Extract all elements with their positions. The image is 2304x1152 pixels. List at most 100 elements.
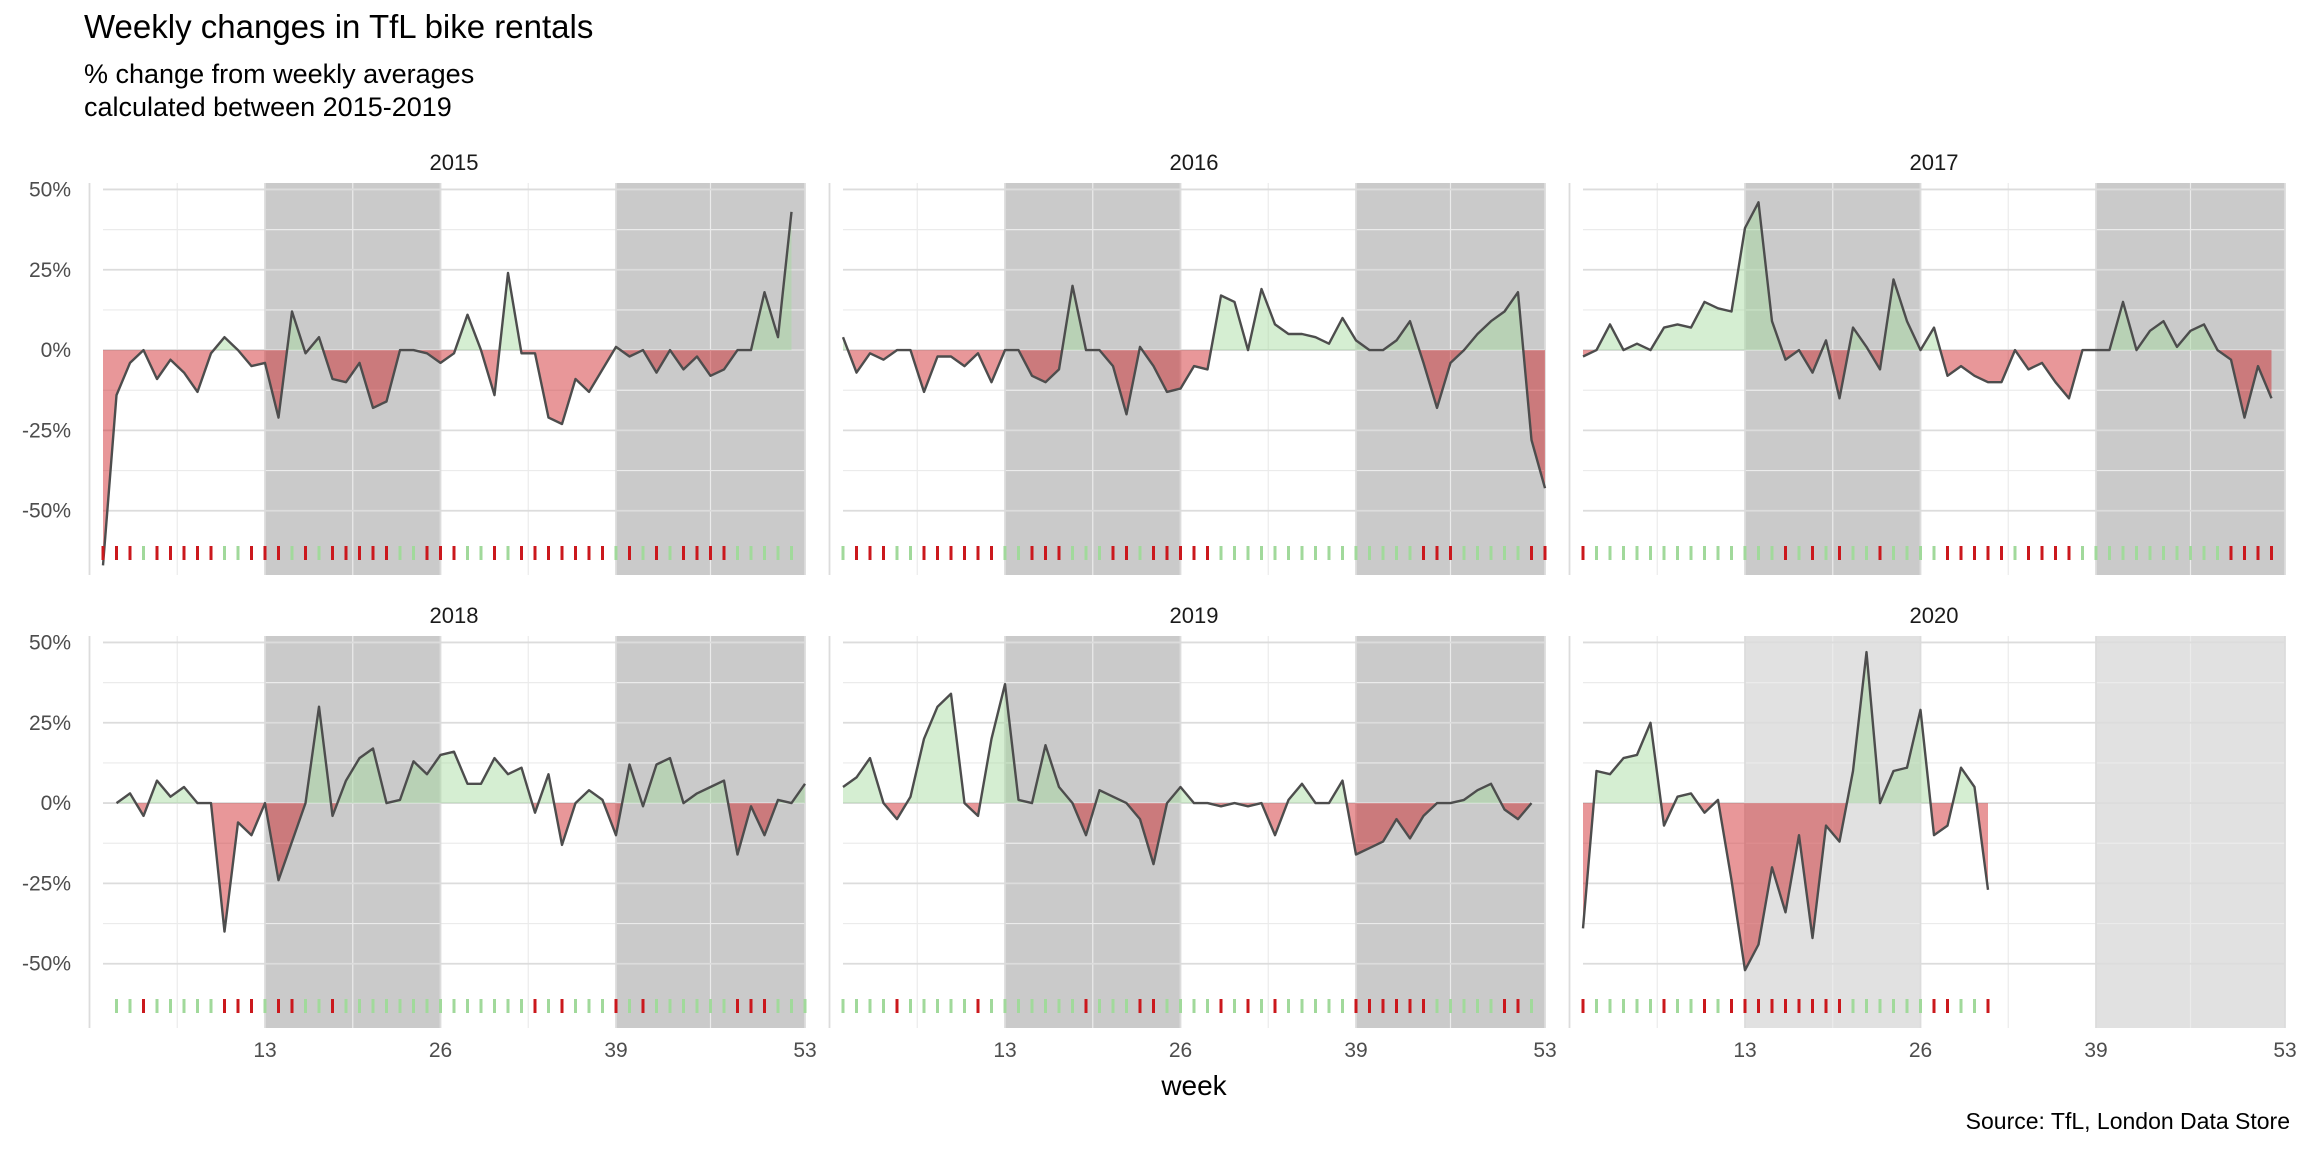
area-segment-negative: [332, 350, 346, 383]
y-tick-label: 50%: [29, 631, 71, 654]
chart-caption: Source: TfL, London Data Store: [1965, 1108, 2290, 1134]
area-segment-positive: [656, 758, 670, 804]
area-segment-positive: [843, 777, 857, 804]
area-segment-negative: [951, 350, 965, 367]
area-segment-positive: [1893, 279, 1907, 351]
panel-2016: 2016: [828, 150, 1547, 575]
area-segment-positive: [1099, 790, 1113, 804]
area-segment-negative: [1758, 803, 1772, 945]
area-segment-negative: [589, 350, 603, 392]
panel-strip-label: 2016: [1170, 150, 1219, 175]
panel-2017: 2017: [1568, 150, 2286, 575]
area-segment-negative: [1731, 803, 1745, 971]
x-tick-label: 53: [2273, 1039, 2296, 1062]
area-segment-negative: [1167, 350, 1181, 392]
area-segment-negative: [373, 350, 387, 408]
area-segment-negative: [548, 350, 562, 424]
area-segment-negative: [1396, 803, 1410, 839]
area-segment-positive: [991, 684, 1005, 804]
area-segment-positive: [1745, 202, 1759, 351]
x-tick-label: 39: [1344, 1039, 1367, 1062]
area-segment-negative: [1369, 803, 1383, 849]
y-tick-label: 25%: [29, 712, 71, 735]
y-tick-label: -25%: [22, 872, 71, 895]
series-line-2016: [841, 284, 1547, 489]
area-segment-positive: [427, 754, 441, 804]
x-tick-label: 26: [1909, 1039, 1932, 1062]
y-tick-label: -50%: [22, 500, 71, 523]
x-tick-label: 26: [1169, 1039, 1192, 1062]
area-segment-positive: [1637, 722, 1651, 804]
area-segment-negative: [1356, 803, 1370, 855]
area-segment-positive: [359, 748, 373, 804]
y-tick-label: 25%: [29, 259, 71, 282]
chart-subtitle: % change from weekly averages calculated…: [84, 59, 475, 122]
x-tick-label: 53: [1533, 1039, 1556, 1062]
area-segment-positive: [1893, 767, 1907, 804]
area-segment-negative: [2042, 350, 2056, 383]
area-segment-negative: [710, 350, 724, 376]
area-segment-negative: [1410, 803, 1424, 839]
area-segment-positive: [1396, 321, 1410, 351]
area-segment-positive: [1718, 308, 1732, 351]
area-segment-negative: [937, 350, 951, 357]
area-segment-positive: [1288, 334, 1302, 351]
area-segment-positive: [1731, 227, 1745, 351]
area-segment-negative: [157, 350, 171, 379]
area-segment-positive: [1623, 754, 1637, 804]
area-segment-negative: [1383, 803, 1397, 842]
area-segment-positive: [170, 787, 184, 804]
area-segment-positive: [1045, 745, 1059, 804]
area-segment-negative: [1988, 350, 2002, 383]
area-segment-positive: [1596, 770, 1610, 804]
area-segment-positive: [937, 693, 951, 804]
area-segment-positive: [1477, 783, 1491, 804]
panel-2020: 2020 13 26 39 53: [1568, 603, 2297, 1062]
area-segment-negative: [2258, 350, 2272, 399]
y-tick-label: -25%: [22, 419, 71, 442]
area-segment-positive: [1342, 317, 1356, 351]
area-segment-positive: [508, 767, 522, 804]
series-line-2019: [842, 683, 1533, 866]
area-segment-negative: [562, 350, 576, 424]
series-line-2017: [1582, 201, 2273, 419]
area-segment-positive: [481, 758, 495, 804]
area-segment-negative: [1785, 803, 1799, 913]
y-tick-label: -50%: [22, 953, 71, 976]
area-segment-negative: [170, 350, 184, 373]
series-line-2020: [1581, 650, 1990, 972]
area-segment-negative: [346, 350, 360, 383]
area-segment-negative: [1180, 350, 1194, 389]
area-segment-positive: [1677, 324, 1691, 351]
area-segment-negative: [238, 803, 252, 836]
area-segment-positive: [1691, 301, 1705, 351]
area-segment-positive: [1491, 311, 1505, 351]
area-segment-negative: [1974, 350, 1988, 383]
area-segment-positive: [346, 758, 360, 804]
area-segment-negative: [1194, 350, 1208, 370]
area-segment-negative: [1153, 350, 1167, 392]
y-tick-label: 0%: [41, 792, 71, 815]
area-segment-positive: [1477, 321, 1491, 351]
area-segment-positive: [1961, 767, 1975, 804]
area-segment-negative: [184, 350, 198, 392]
x-tick-label: 13: [1733, 1039, 1756, 1062]
x-axis-title: week: [1160, 1070, 1227, 1101]
panel-2015: 2015 50% 25% 0% -25% -50%: [22, 150, 806, 575]
area-segment-positive: [1664, 324, 1678, 351]
area-segment-negative: [1772, 803, 1786, 913]
area-segment-positive: [924, 706, 938, 804]
area-segment-positive: [697, 787, 711, 804]
area-segment-positive: [856, 758, 870, 804]
x-tick-label: 39: [604, 1039, 627, 1062]
x-tick-label: 53: [793, 1039, 816, 1062]
area-segment-negative: [116, 350, 130, 396]
area-segment-negative: [1032, 350, 1046, 383]
area-segment-negative: [1504, 803, 1518, 820]
area-segment-positive: [2150, 321, 2164, 351]
y-tick-label: 50%: [29, 178, 71, 201]
x-tick-label: 39: [2084, 1039, 2107, 1062]
area-segment-positive: [494, 758, 508, 804]
area-segment-positive: [467, 783, 481, 804]
